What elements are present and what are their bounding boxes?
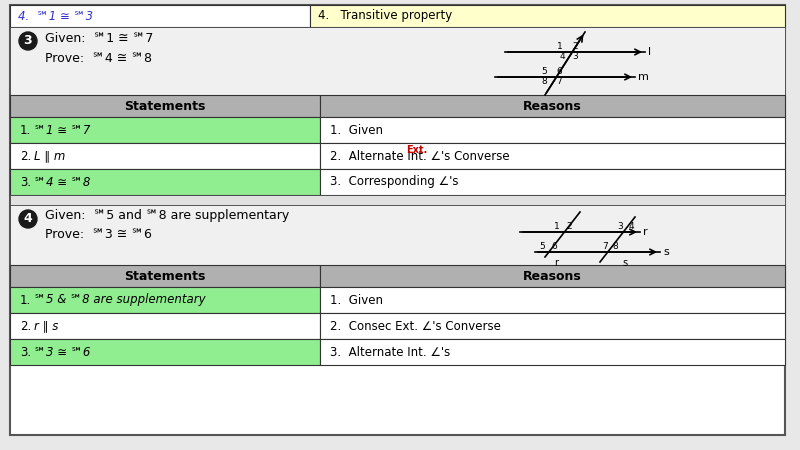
- Text: 8: 8: [542, 77, 547, 86]
- Bar: [320, 313, 785, 339]
- Text: 7: 7: [557, 77, 562, 86]
- Text: Prove:  ℠4 ≅ ℠8: Prove: ℠4 ≅ ℠8: [45, 53, 152, 66]
- Circle shape: [19, 32, 37, 50]
- Text: 3.: 3.: [20, 176, 31, 189]
- Text: 3: 3: [24, 35, 32, 48]
- Text: 4: 4: [559, 52, 565, 61]
- Text: Given:  ℠5 and ℠8 are supplementary: Given: ℠5 and ℠8 are supplementary: [45, 208, 290, 221]
- Bar: [10, 5, 310, 27]
- Text: r: r: [643, 227, 648, 237]
- Text: 3.  Corresponding ∠'s: 3. Corresponding ∠'s: [330, 176, 458, 189]
- Bar: [320, 339, 785, 365]
- Text: 2.: 2.: [20, 320, 31, 333]
- Text: Reasons: Reasons: [523, 270, 582, 283]
- Text: 3: 3: [618, 222, 623, 231]
- Text: 1: 1: [558, 42, 563, 51]
- Text: 4: 4: [628, 222, 634, 231]
- Text: ℠5 & ℠8 are supplementary: ℠5 & ℠8 are supplementary: [34, 293, 206, 306]
- Text: ℠3 ≅ ℠6: ℠3 ≅ ℠6: [34, 346, 90, 359]
- Text: 4: 4: [24, 212, 32, 225]
- Bar: [10, 169, 320, 195]
- Text: 1.: 1.: [20, 293, 31, 306]
- Text: s: s: [663, 247, 669, 257]
- Text: ℠1 ≅ ℠7: ℠1 ≅ ℠7: [34, 123, 90, 136]
- Text: Statements: Statements: [124, 99, 206, 112]
- Bar: [10, 265, 320, 287]
- Bar: [320, 117, 785, 143]
- Text: 3: 3: [573, 52, 578, 61]
- Text: r: r: [554, 258, 558, 268]
- Text: 4.  ℠1 ≅ ℠3: 4. ℠1 ≅ ℠3: [18, 9, 93, 22]
- Text: 1: 1: [554, 222, 560, 231]
- Text: 1.  Given: 1. Given: [330, 123, 383, 136]
- Bar: [320, 95, 785, 117]
- Text: Ext.: Ext.: [406, 145, 427, 155]
- Text: Statements: Statements: [124, 270, 206, 283]
- Bar: [10, 339, 320, 365]
- Circle shape: [19, 210, 37, 228]
- Bar: [310, 5, 785, 27]
- Text: 7: 7: [602, 242, 607, 251]
- Text: 6: 6: [551, 242, 557, 251]
- Bar: [320, 143, 785, 169]
- Text: 3.  Alternate Int. ∠'s: 3. Alternate Int. ∠'s: [330, 346, 450, 359]
- Bar: [10, 143, 320, 169]
- Bar: [10, 27, 785, 95]
- Text: m: m: [638, 72, 649, 82]
- Bar: [10, 117, 320, 143]
- Text: 3.: 3.: [20, 346, 31, 359]
- Bar: [320, 287, 785, 313]
- Text: 2: 2: [573, 42, 578, 51]
- Text: Reasons: Reasons: [523, 99, 582, 112]
- Text: 5: 5: [539, 242, 545, 251]
- Bar: [10, 205, 785, 265]
- Text: s: s: [622, 258, 628, 268]
- Bar: [10, 287, 320, 313]
- Text: 2: 2: [566, 222, 572, 231]
- Text: 2.  Alternate Int. ∠'s Converse: 2. Alternate Int. ∠'s Converse: [330, 149, 510, 162]
- Text: r ∥ s: r ∥ s: [34, 320, 58, 333]
- Text: 8: 8: [613, 242, 618, 251]
- Text: L ∥ m: L ∥ m: [34, 149, 66, 162]
- Text: 6: 6: [557, 67, 562, 76]
- Text: 2.: 2.: [20, 149, 31, 162]
- Bar: [10, 195, 785, 205]
- Text: 1.  Given: 1. Given: [330, 293, 383, 306]
- Bar: [10, 95, 320, 117]
- Text: 5: 5: [542, 67, 547, 76]
- Text: ℠4 ≅ ℠8: ℠4 ≅ ℠8: [34, 176, 90, 189]
- Text: Given:  ℠1 ≅ ℠7: Given: ℠1 ≅ ℠7: [45, 32, 154, 45]
- Text: 4.   Transitive property: 4. Transitive property: [318, 9, 452, 22]
- Bar: [10, 313, 320, 339]
- Bar: [320, 265, 785, 287]
- Text: 2.  Consec Ext. ∠'s Converse: 2. Consec Ext. ∠'s Converse: [330, 320, 501, 333]
- Text: 1.: 1.: [20, 123, 31, 136]
- Text: Prove:  ℠3 ≅ ℠6: Prove: ℠3 ≅ ℠6: [45, 229, 152, 242]
- Text: l: l: [648, 47, 651, 57]
- Bar: [320, 169, 785, 195]
